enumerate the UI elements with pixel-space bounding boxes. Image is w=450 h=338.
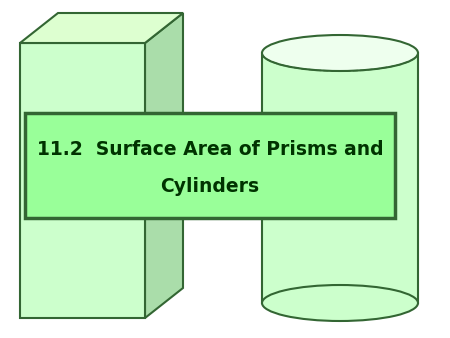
Polygon shape (20, 13, 183, 43)
Polygon shape (145, 13, 183, 318)
Bar (262, 53, 418, 303)
Text: 11.2  Surface Area of Prisms and: 11.2 Surface Area of Prisms and (37, 140, 383, 159)
Text: Cylinders: Cylinders (161, 177, 260, 196)
Ellipse shape (262, 35, 418, 71)
Bar (25, 113, 395, 218)
Ellipse shape (262, 285, 418, 321)
Polygon shape (20, 43, 145, 318)
